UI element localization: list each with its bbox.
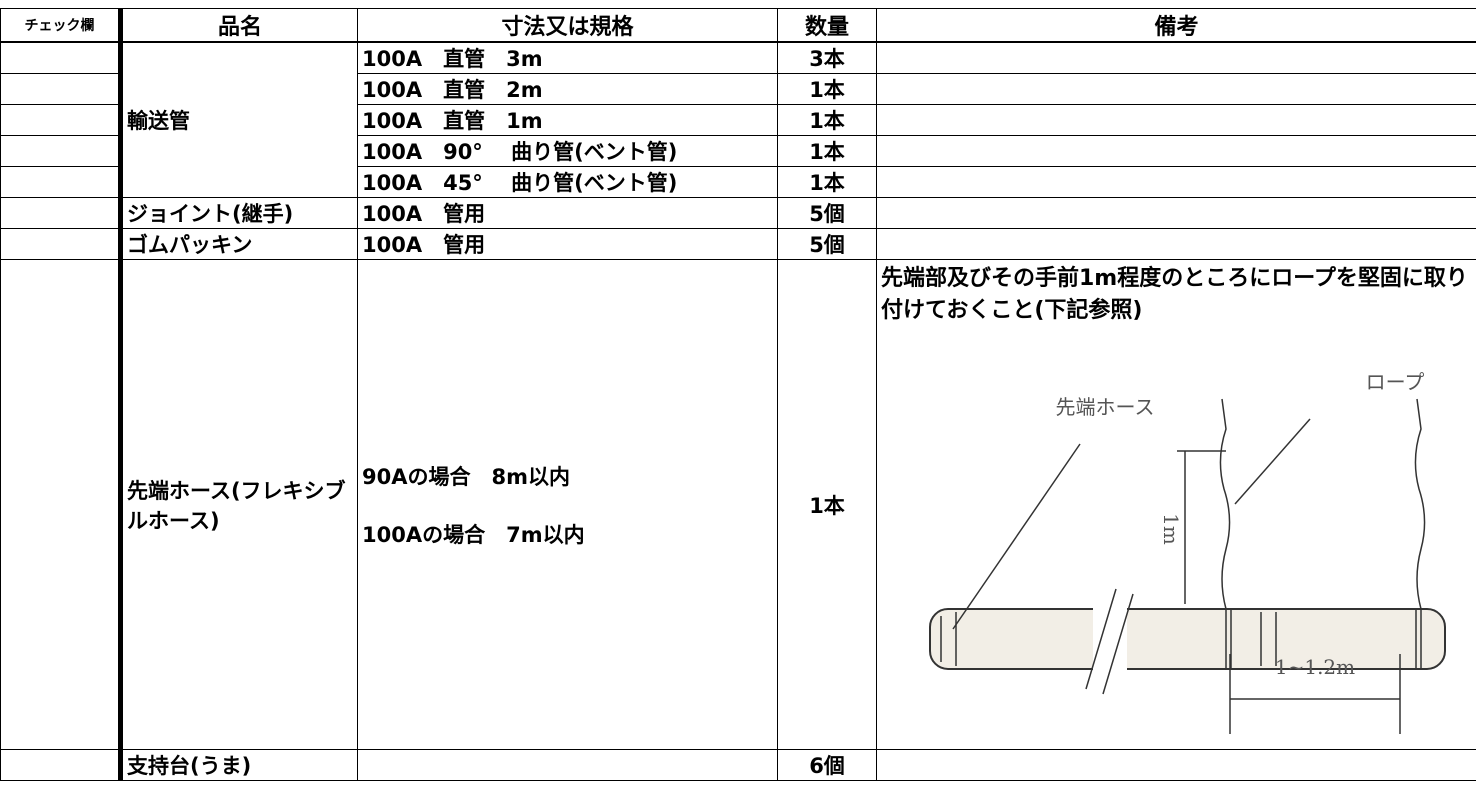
quantity: 5個 [777, 228, 877, 260]
check-cell [0, 135, 123, 167]
item-name: 先端ホース(フレキシブルホース) [120, 259, 358, 750]
check-cell [0, 749, 123, 781]
remarks [876, 41, 1476, 74]
table-row: ジョイント(継手) 100A 管用 5個 [0, 197, 1476, 229]
remarks [876, 749, 1476, 781]
spec: 100A 直管 3m [357, 41, 778, 74]
quantity: 1本 [777, 166, 877, 198]
quantity: 1本 [777, 73, 877, 105]
spec [357, 749, 778, 781]
remarks [876, 228, 1476, 260]
column-header: 備考 [876, 8, 1476, 43]
check-cell [0, 228, 123, 260]
break-marks [1085, 588, 1134, 695]
item-name: ゴムパッキン [120, 228, 358, 260]
spec-line: 90Aの場合 8m以内 [362, 464, 570, 489]
dimension-label: 1m [1159, 513, 1183, 545]
quantity: 1本 [777, 135, 877, 167]
check-cell [0, 104, 123, 136]
remarks-text: 先端部及びその手前1m程度のところにロープを堅固に取り付けておくこと(下記参照) [881, 266, 1468, 323]
hose-illustration: 先端ホース ロープ 1m 1~1.2m [929, 370, 1446, 734]
checklist-table: チェック欄 品名 寸法又は規格 数量 備考 輸送管 100A 直管 3m 3本 100A 直管… [0, 8, 1476, 781]
quantity: 1本 [777, 259, 877, 750]
remarks [876, 166, 1476, 198]
hose-label: 先端ホース [1056, 395, 1155, 419]
check-cell [0, 73, 123, 105]
hose-arrow [952, 443, 1081, 630]
column-header: 品名 [120, 8, 358, 43]
check-cell [0, 197, 123, 229]
quantity: 1本 [777, 104, 877, 136]
spec: 100A 管用 [357, 228, 778, 260]
check-cell [0, 259, 123, 750]
ropes [1219, 398, 1426, 610]
table-row: 100A 90° 曲り管(ベント管) 1本 [0, 135, 1476, 167]
rope-arrow [1234, 418, 1311, 505]
column-header: 数量 [777, 8, 877, 43]
hose-texture [940, 610, 1422, 668]
column-header: チェック欄 [0, 8, 123, 43]
spec: 90Aの場合 8m以内 100Aの場合 7m以内 [357, 259, 778, 750]
spec: 100A 90° 曲り管(ベント管) [357, 135, 778, 167]
table-row: 支持台(うま) 6個 [0, 749, 1476, 781]
column-header: 寸法又は規格 [357, 8, 778, 43]
hose [929, 608, 1446, 670]
item-name: ジョイント(継手) [120, 197, 358, 229]
remarks [876, 104, 1476, 136]
spec-line: 100Aの場合 7m以内 [362, 522, 585, 547]
check-cell [0, 41, 123, 74]
spec: 100A 直管 1m [357, 104, 778, 136]
item-name: 支持台(うま) [120, 749, 358, 781]
remarks [876, 135, 1476, 167]
rope-label: ロープ [1366, 370, 1425, 394]
quantity: 3本 [777, 41, 877, 74]
check-cell [0, 166, 123, 198]
quantity: 6個 [777, 749, 877, 781]
quantity: 5個 [777, 197, 877, 229]
item-name: 輸送管 [120, 41, 358, 198]
table-body: 輸送管 100A 直管 3m 3本 100A 直管 2m 1本 100A 直管 1m 1本 1… [0, 41, 1476, 781]
spec: 100A 45° 曲り管(ベント管) [357, 166, 778, 198]
table-row: 100A 直管 1m 1本 [0, 104, 1476, 136]
dimension-label: 1~1.2m [1275, 655, 1355, 679]
header-row: チェック欄 品名 寸法又は規格 数量 備考 [0, 8, 1476, 43]
spec: 100A 管用 [357, 197, 778, 229]
table-row: 先端ホース(フレキシブルホース) 90Aの場合 8m以内 100Aの場合 7m以内 1… [0, 259, 1476, 750]
spec: 100A 直管 2m [357, 73, 778, 105]
remarks: 先端部及びその手前1m程度のところにロープを堅固に取り付けておくこと(下記参照)… [876, 259, 1476, 750]
remarks [876, 73, 1476, 105]
table-row: ゴムパッキン 100A 管用 5個 [0, 228, 1476, 260]
table-row: 100A 45° 曲り管(ベント管) 1本 [0, 166, 1476, 198]
table-row: 輸送管 100A 直管 3m 3本 [0, 41, 1476, 198]
remarks [876, 197, 1476, 229]
